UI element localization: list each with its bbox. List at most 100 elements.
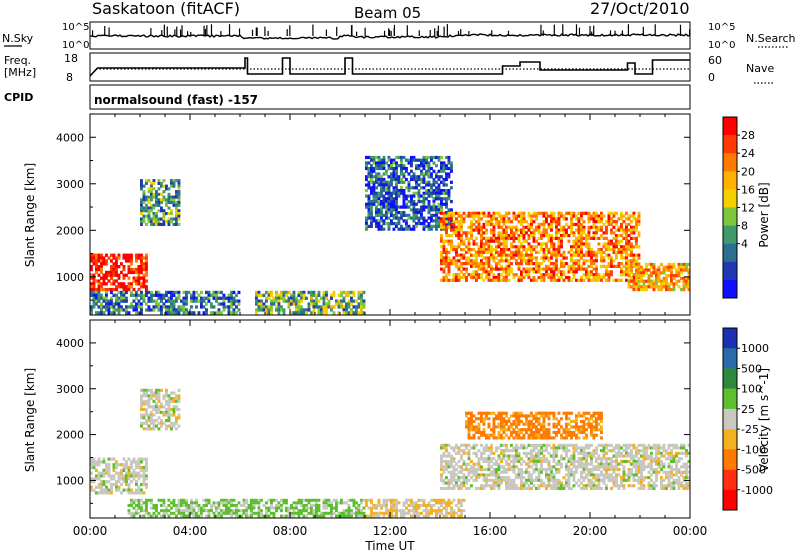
- vel-cell: [382, 501, 386, 505]
- power-cell: [157, 308, 161, 312]
- vel-cell: [512, 462, 516, 466]
- power-cell: [440, 222, 443, 227]
- power-cell: [635, 259, 638, 263]
- power-cell: [365, 175, 368, 179]
- power-cell: [625, 211, 628, 215]
- power-cell: [487, 245, 491, 249]
- power-cell: [425, 197, 428, 201]
- vel-cell: [565, 428, 568, 432]
- power-cell: [660, 279, 663, 283]
- vel-cell: [102, 491, 106, 495]
- power-cell: [440, 259, 443, 263]
- power-cell: [150, 195, 153, 199]
- vel-cell: [505, 486, 508, 490]
- vel-cell: [552, 430, 556, 434]
- power-cell: [442, 259, 446, 263]
- power-cell: [390, 172, 393, 176]
- vel-cell: [452, 514, 456, 518]
- vel-cell: [487, 425, 491, 429]
- power-cell: [650, 262, 653, 267]
- power-cell: [422, 191, 426, 195]
- power-cell: [580, 256, 583, 260]
- vel-cell: [252, 506, 256, 510]
- power-cell: [440, 220, 443, 224]
- power-cell: [412, 219, 416, 223]
- power-cell: [475, 275, 478, 280]
- power-cell: [540, 236, 543, 240]
- power-cell: [582, 236, 586, 240]
- vel-cell: [507, 481, 511, 485]
- power-cell: [392, 172, 396, 176]
- vel-cell: [462, 498, 466, 502]
- power-cell: [630, 220, 633, 224]
- power-cell: [442, 214, 446, 218]
- vel-cell: [335, 504, 338, 507]
- vel-cell: [170, 427, 173, 431]
- vel-cell: [310, 509, 313, 513]
- power-cell: [500, 250, 503, 254]
- power-cell: [465, 250, 468, 254]
- power-cell: [537, 236, 541, 240]
- vel-cell: [375, 506, 378, 510]
- power-cell: [377, 222, 381, 226]
- vel-cell: [525, 446, 528, 450]
- power-cell: [155, 190, 158, 194]
- power-cell: [570, 278, 573, 282]
- vel-cell: [532, 417, 536, 421]
- power-cell: [205, 311, 208, 315]
- vel-cell: [472, 425, 476, 429]
- power-cell: [140, 305, 143, 309]
- power-cell: [600, 278, 603, 282]
- power-cell: [587, 250, 591, 254]
- power-cell: [432, 155, 436, 160]
- vel-cell: [205, 498, 208, 502]
- power-cell: [552, 236, 556, 240]
- vel-cell: [137, 498, 141, 502]
- power-cell: [312, 293, 316, 297]
- vel-cell: [370, 501, 373, 505]
- vel-cell: [265, 511, 268, 515]
- vel-cell: [460, 481, 463, 485]
- power-cell: [432, 189, 436, 193]
- vel-cell: [497, 422, 501, 426]
- power-cell: [232, 311, 236, 315]
- vel-cell: [555, 486, 558, 490]
- vel-cell: [97, 485, 101, 489]
- power-cell: [550, 222, 553, 227]
- vel-cell: [445, 481, 448, 485]
- power-cell: [275, 290, 278, 295]
- power-cell: [637, 253, 641, 257]
- power-cell: [615, 220, 618, 224]
- power-cell: [480, 228, 483, 232]
- power-cell: [340, 293, 343, 297]
- power-cell: [510, 250, 513, 254]
- power-cell: [137, 267, 141, 272]
- vel-cell: [470, 459, 473, 463]
- power-cell: [130, 259, 133, 263]
- vel-cell: [330, 509, 333, 513]
- power-cell: [577, 245, 581, 249]
- power-cell: [557, 228, 561, 232]
- power-cell: [567, 239, 571, 243]
- vel-cell: [592, 428, 596, 432]
- vel-cell: [380, 506, 383, 510]
- vel-cell: [460, 509, 463, 513]
- power-cell: [447, 264, 451, 268]
- power-cell: [592, 267, 596, 271]
- power-cell: [190, 305, 193, 309]
- power-cell: [102, 299, 106, 303]
- vel-cell: [547, 433, 551, 437]
- power-cell: [440, 267, 443, 271]
- power-cell: [157, 302, 161, 306]
- power-cell: [430, 183, 433, 187]
- power-cell: [682, 262, 686, 267]
- vel-cell: [532, 468, 536, 472]
- power-cell: [325, 293, 328, 297]
- vel-cell: [462, 451, 466, 455]
- power-cell: [625, 253, 628, 257]
- power-cell: [620, 256, 623, 260]
- power-cell: [110, 287, 113, 292]
- power-cell: [575, 222, 578, 227]
- power-cell: [165, 299, 168, 303]
- vel-cell: [150, 498, 153, 502]
